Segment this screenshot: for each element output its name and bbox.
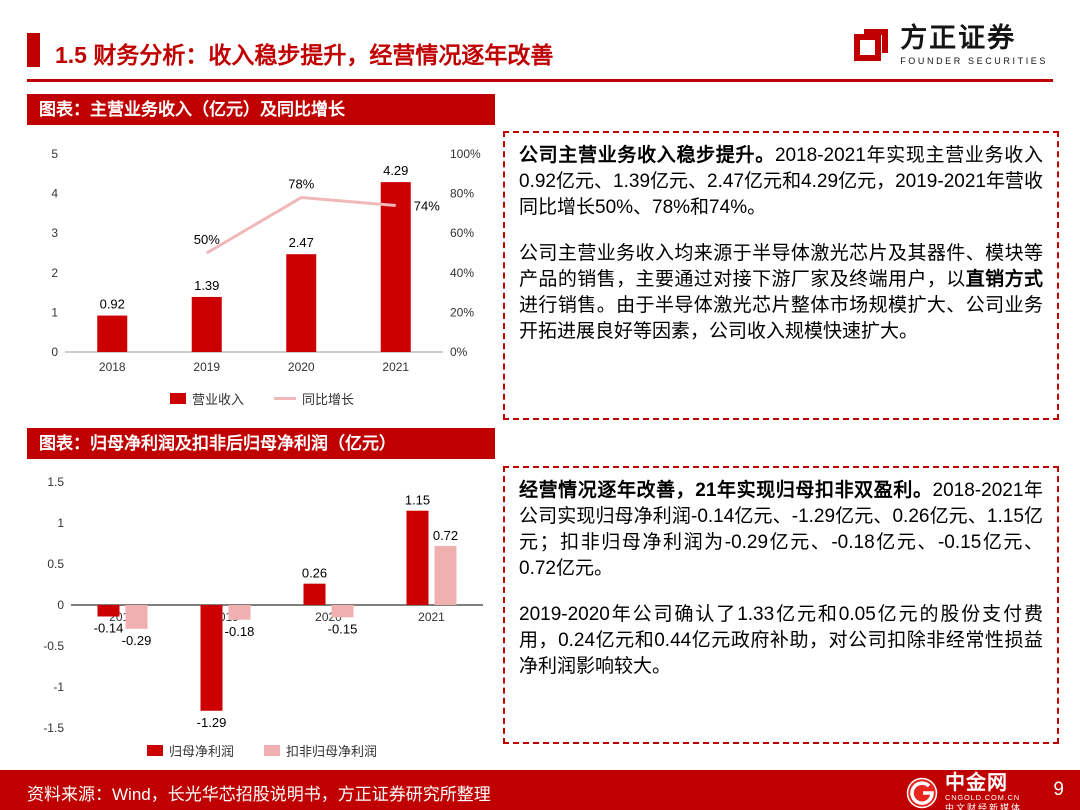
svg-text:2019: 2019	[193, 360, 220, 374]
revenue-bar-swatch	[169, 393, 186, 404]
note-text-segment: 2018-2021年实现主营业务收入0.92亿元、1.39亿元、2.47亿元和4…	[519, 145, 1043, 218]
page-title: 1.5 财务分析：收入稳步提升，经营情况逐年改善	[55, 42, 554, 68]
svg-text:5: 5	[51, 147, 58, 161]
revenue-note-box: 公司主营业务收入稳步提升。2018-2021年实现主营业务收入0.92亿元、1.…	[503, 131, 1059, 420]
svg-text:40%: 40%	[450, 266, 474, 280]
svg-text:0.5: 0.5	[47, 557, 64, 571]
founder-securities-logo: 方正证券 FOUNDER SECURITIES	[849, 23, 1048, 66]
brand-text: 中金网 CNGOLD.COM.CN 中文财经新媒体	[945, 773, 1022, 810]
svg-text:-1: -1	[53, 680, 64, 694]
note-text-segment: 公司主营业务收入均来源于半导体激光芯片及其器件、模块等产品的销售，主要通过对接下…	[519, 243, 1043, 290]
svg-text:-0.15: -0.15	[328, 621, 358, 636]
svg-text:4: 4	[51, 187, 58, 201]
note-text-segment: 公司主营业务收入稳步提升。	[519, 145, 775, 166]
svg-text:0%: 0%	[450, 345, 468, 359]
logo-text: 方正证券 FOUNDER SECURITIES	[900, 23, 1048, 66]
svg-text:-0.5: -0.5	[43, 639, 64, 653]
brand-name: 中金网	[944, 772, 1008, 794]
svg-text:0: 0	[51, 345, 58, 359]
svg-text:0.26: 0.26	[302, 566, 327, 581]
growth-line-swatch	[274, 397, 296, 400]
footer: 资料来源：Wind，长光华芯招股说明书，方正证券研究所整理 中金网 CNGOLD…	[0, 770, 1080, 810]
svg-text:-0.29: -0.29	[122, 633, 152, 648]
svg-text:-1.5: -1.5	[43, 721, 64, 734]
logo-name-cn: 方正证券	[900, 23, 1017, 54]
chart2-title: 图表：归母净利润及扣非后归母净利润（亿元）	[27, 428, 495, 459]
svg-text:100%: 100%	[450, 147, 481, 161]
note-text-segment: 经营情况逐年改善，21年实现归母扣非双盈利。	[519, 480, 933, 501]
revenue-growth-chart: 0 1 2 3 4 5 0% 20% 40% 60% 80% 100% 0.92 2018 1.39 2019…	[27, 132, 497, 408]
svg-text:1.39: 1.39	[194, 278, 219, 293]
svg-text:2021: 2021	[418, 610, 445, 624]
header-divider	[27, 79, 1053, 82]
svg-text:78%: 78%	[288, 177, 314, 192]
note2-paragraph2: 2019-2020年公司确认了1.33亿元和0.05亿元的股份支付费用，0.24…	[519, 602, 1043, 680]
svg-text:60%: 60%	[450, 226, 474, 240]
chart1-legend: 营业收入 同比增长	[27, 389, 497, 408]
legend-label-deducted-profit: 扣非归母净利润	[286, 744, 378, 759]
cngold-logo-icon	[906, 777, 938, 809]
legend-item-growth: 同比增长	[274, 389, 354, 408]
svg-text:3: 3	[51, 226, 58, 240]
svg-text:4.29: 4.29	[383, 163, 408, 178]
source-note: 资料来源：Wind，长光华芯招股说明书，方正证券研究所整理	[27, 785, 491, 804]
note-text-segment: 进行销售。由于半导体激光芯片整体市场规模扩大、公司业务开拓进展良好等因素，公司收…	[519, 295, 1043, 342]
page-number: 9	[1053, 779, 1064, 800]
revenue-growth-plot: 0 1 2 3 4 5 0% 20% 40% 60% 80% 100% 0.92 2018 1.39 2019…	[27, 132, 497, 387]
svg-text:2018: 2018	[99, 360, 126, 374]
svg-text:50%: 50%	[194, 232, 220, 247]
svg-text:74%: 74%	[414, 198, 440, 213]
legend-label-net-profit: 归母净利润	[168, 744, 234, 759]
deducted-profit-swatch	[264, 745, 280, 756]
profit-note-box: 经营情况逐年改善，21年实现归母扣非双盈利。2018-2021年公司实现归母净利…	[503, 466, 1059, 744]
note-text-segment: 直销方式	[965, 269, 1043, 290]
svg-text:0: 0	[57, 598, 64, 612]
svg-text:2: 2	[51, 266, 58, 280]
note2-paragraph1: 经营情况逐年改善，21年实现归母扣非双盈利。2018-2021年公司实现归母净利…	[519, 478, 1043, 582]
founder-logo-icon	[854, 29, 889, 61]
svg-text:-0.18: -0.18	[225, 624, 255, 639]
legend-item-net-profit: 归母净利润	[146, 741, 234, 760]
note-text-segment: 2018-2021年公司实现归母净利润-0.14亿元、-1.29亿元、0.26亿…	[519, 480, 1043, 579]
svg-text:20%: 20%	[450, 305, 474, 319]
logo-name-en: FOUNDER SECURITIES	[900, 55, 1048, 66]
brand-url: CNGOLD.COM.CN	[944, 793, 1020, 802]
svg-text:2.47: 2.47	[289, 235, 314, 250]
legend-label-revenue: 营业收入	[191, 392, 244, 407]
legend-item-revenue: 营业收入	[169, 389, 244, 408]
cngold-brand: 中金网 CNGOLD.COM.CN 中文财经新媒体	[906, 773, 1022, 810]
note-text-segment: 2019-2020年公司确认了1.33亿元和0.05亿元的股份支付费用，0.24…	[519, 604, 1043, 677]
title-accent-bar	[27, 33, 40, 67]
svg-text:-0.14: -0.14	[94, 620, 124, 635]
svg-text:1: 1	[51, 305, 58, 319]
svg-text:0.72: 0.72	[433, 528, 458, 543]
note1-paragraph1: 公司主营业务收入稳步提升。2018-2021年实现主营业务收入0.92亿元、1.…	[519, 143, 1043, 221]
svg-text:2020: 2020	[288, 360, 315, 374]
svg-text:-1.29: -1.29	[197, 715, 227, 730]
legend-label-growth: 同比增长	[302, 392, 355, 407]
svg-text:1.15: 1.15	[405, 493, 430, 508]
legend-item-deducted-profit: 扣非归母净利润	[264, 741, 377, 760]
net-profit-chart: -1.5 -1 -0.5 0 0.5 1 1.5 2018 -0.14 -0.29 2019 -1.2…	[27, 466, 497, 760]
chart1-title: 图表：主营业务收入（亿元）及同比增长	[27, 94, 495, 125]
brand-tagline: 中文财经新媒体	[944, 803, 1022, 810]
svg-text:2021: 2021	[382, 360, 409, 374]
svg-text:1.5: 1.5	[47, 475, 64, 489]
net-profit-plot: -1.5 -1 -0.5 0 0.5 1 1.5 2018 -0.14 -0.29 2019 -1.2…	[27, 466, 497, 739]
chart2-legend: 归母净利润 扣非归母净利润	[27, 741, 497, 760]
svg-text:0.92: 0.92	[100, 297, 125, 312]
net-profit-swatch	[146, 745, 163, 756]
svg-text:1: 1	[57, 516, 64, 530]
svg-text:80%: 80%	[450, 187, 474, 201]
note1-paragraph2: 公司主营业务收入均来源于半导体激光芯片及其器件、模块等产品的销售，主要通过对接下…	[519, 241, 1043, 345]
